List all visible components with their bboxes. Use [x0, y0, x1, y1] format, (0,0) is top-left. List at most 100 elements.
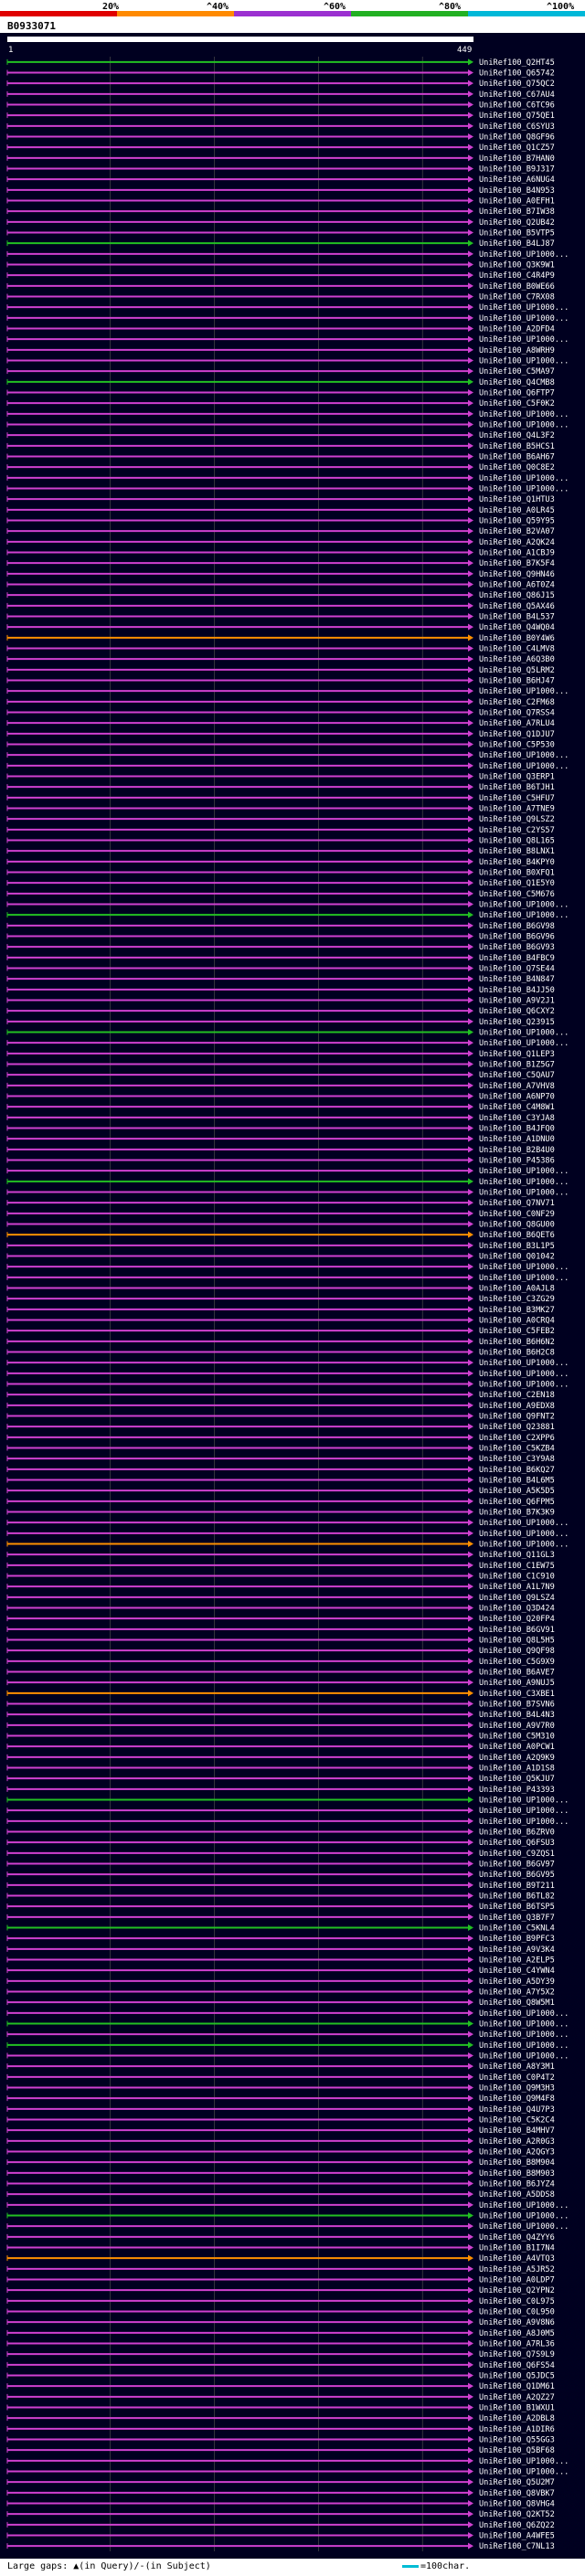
hit-label[interactable]: UniRef100_A1DNU0: [479, 1135, 555, 1144]
hit-label[interactable]: UniRef100_B6TJH1: [479, 783, 555, 792]
hit-label[interactable]: UniRef100_UP1000...: [479, 1818, 569, 1827]
hit-label[interactable]: UniRef100_Q0C8E2: [479, 463, 555, 472]
hit-label[interactable]: UniRef100_C7NL13: [479, 2542, 555, 2551]
hit-label[interactable]: UniRef100_B1I7N4: [479, 2244, 555, 2253]
hit-label[interactable]: UniRef100_B6H6N2: [479, 1338, 555, 1347]
hit-label[interactable]: UniRef100_B6HJ47: [479, 677, 555, 686]
hit-label[interactable]: UniRef100_A0EFH1: [479, 197, 555, 207]
hit-label[interactable]: UniRef100_B4N847: [479, 975, 555, 984]
hit-label[interactable]: UniRef100_B7HAN0: [479, 154, 555, 164]
hit-label[interactable]: UniRef100_UP1000...: [479, 1189, 569, 1198]
hit-label[interactable]: UniRef100_Q8VBK7: [479, 2489, 555, 2498]
hit-label[interactable]: UniRef100_Q59Y95: [479, 517, 555, 526]
hit-label[interactable]: UniRef100_UP1000...: [479, 1263, 569, 1272]
hit-label[interactable]: UniRef100_A6NP70: [479, 1093, 555, 1102]
hit-label[interactable]: UniRef100_C6TC96: [479, 101, 555, 111]
hit-label[interactable]: UniRef100_A9V8N6: [479, 2318, 555, 2327]
hit-label[interactable]: UniRef100_Q6CXY2: [479, 1007, 555, 1016]
hit-label[interactable]: UniRef100_A7RLU4: [479, 719, 555, 728]
hit-label[interactable]: UniRef100_B4JFQ0: [479, 1125, 555, 1134]
hit-label[interactable]: UniRef100_Q9LSZ2: [479, 815, 555, 824]
hit-label[interactable]: UniRef100_C3YJA8: [479, 1114, 555, 1123]
hit-label[interactable]: UniRef100_UP1000...: [479, 1370, 569, 1379]
hit-label[interactable]: UniRef100_A4WFE5: [479, 2532, 555, 2541]
hit-label[interactable]: UniRef100_Q5KJU7: [479, 1775, 555, 1784]
hit-label[interactable]: UniRef100_C3ZG29: [479, 1295, 555, 1304]
hit-label[interactable]: UniRef100_UP1000...: [479, 1039, 569, 1048]
hit-label[interactable]: UniRef100_Q7RSS4: [479, 709, 555, 718]
hit-label[interactable]: UniRef100_Q5AX46: [479, 602, 555, 611]
hit-label[interactable]: UniRef100_A5DY39: [479, 1977, 555, 1987]
hit-label[interactable]: UniRef100_A8WRH9: [479, 346, 555, 355]
hit-label[interactable]: UniRef100_B8M903: [479, 2169, 555, 2178]
hit-label[interactable]: UniRef100_Q2YPN2: [479, 2286, 555, 2295]
hit-label[interactable]: UniRef100_UP1000...: [479, 1530, 569, 1539]
hit-label[interactable]: UniRef100_B6TL82: [479, 1892, 555, 1902]
hit-label[interactable]: UniRef100_B6GV95: [479, 1871, 555, 1880]
hit-label[interactable]: UniRef100_Q9FNT2: [479, 1413, 555, 1422]
hit-label[interactable]: UniRef100_UP1000...: [479, 474, 569, 483]
hit-label[interactable]: UniRef100_B4JJ50: [479, 986, 555, 995]
hit-label[interactable]: UniRef100_B7IW38: [479, 207, 555, 217]
hit-label[interactable]: UniRef100_UP1000...: [479, 1178, 569, 1187]
hit-label[interactable]: UniRef100_Q1LEP3: [479, 1050, 555, 1059]
hit-label[interactable]: UniRef100_A2QGY3: [479, 2148, 555, 2157]
hit-label[interactable]: UniRef100_Q9QF98: [479, 1647, 555, 1656]
hit-label[interactable]: UniRef100_Q4CMB8: [479, 378, 555, 387]
hit-label[interactable]: UniRef100_Q6ZQ22: [479, 2521, 555, 2530]
hit-label[interactable]: UniRef100_B6QET6: [479, 1231, 555, 1240]
hit-label[interactable]: UniRef100_UP1000...: [479, 1359, 569, 1368]
hit-label[interactable]: UniRef100_UP1000...: [479, 1029, 569, 1038]
hit-label[interactable]: UniRef100_UP1000...: [479, 1274, 569, 1283]
hit-label[interactable]: UniRef100_UP1000...: [479, 1797, 569, 1806]
hit-label[interactable]: UniRef100_Q1CZ57: [479, 143, 555, 153]
hit-label[interactable]: UniRef100_C0L975: [479, 2297, 555, 2306]
hit-label[interactable]: UniRef100_B0Y4W6: [479, 634, 555, 643]
hit-label[interactable]: UniRef100_A2DBL8: [479, 2414, 555, 2423]
hit-label[interactable]: UniRef100_Q3D424: [479, 1605, 555, 1614]
hit-label[interactable]: UniRef100_Q6FSU3: [479, 1839, 555, 1848]
hit-label[interactable]: UniRef100_C6SYU3: [479, 122, 555, 132]
hit-label[interactable]: UniRef100_Q2HT45: [479, 58, 555, 68]
hit-label[interactable]: UniRef100_B8M904: [479, 2158, 555, 2168]
hit-label[interactable]: UniRef100_Q8L5H5: [479, 1637, 555, 1646]
hit-label[interactable]: UniRef100_B2B4U0: [479, 1146, 555, 1155]
hit-label[interactable]: UniRef100_C4YWN4: [479, 1966, 555, 1976]
hit-label[interactable]: UniRef100_B4L4N3: [479, 1711, 555, 1720]
hit-label[interactable]: UniRef100_B1WXU1: [479, 2404, 555, 2413]
hit-label[interactable]: UniRef100_A9NUJ5: [479, 1679, 555, 1688]
hit-label[interactable]: UniRef100_Q4ZYY6: [479, 2233, 555, 2242]
hit-label[interactable]: UniRef100_Q55GG3: [479, 2436, 555, 2445]
hit-label[interactable]: UniRef100_Q8GF96: [479, 133, 555, 143]
hit-label[interactable]: UniRef100_B6AVE7: [479, 1669, 555, 1678]
hit-label[interactable]: UniRef100_Q8VHG4: [479, 2500, 555, 2509]
hit-label[interactable]: UniRef100_A1D1S8: [479, 1765, 555, 1774]
hit-label[interactable]: UniRef100_B5HCS1: [479, 442, 555, 451]
hit-label[interactable]: UniRef100_Q7S9L9: [479, 2350, 555, 2359]
hit-label[interactable]: UniRef100_B6H2C8: [479, 1349, 555, 1358]
hit-label[interactable]: UniRef100_B9T211: [479, 1882, 555, 1891]
hit-label[interactable]: UniRef100_Q6FTP7: [479, 389, 555, 398]
hit-label[interactable]: UniRef100_Q01042: [479, 1253, 555, 1262]
hit-label[interactable]: UniRef100_Q6FPM5: [479, 1498, 555, 1507]
hit-label[interactable]: UniRef100_Q6FS54: [479, 2361, 555, 2370]
hit-label[interactable]: UniRef100_UP1000...: [479, 911, 569, 920]
hit-label[interactable]: UniRef100_C5F0K2: [479, 399, 555, 408]
hit-label[interactable]: UniRef100_Q4U7P3: [479, 2105, 555, 2115]
hit-label[interactable]: UniRef100_A6NUG4: [479, 175, 555, 185]
hit-label[interactable]: UniRef100_B6AH67: [479, 453, 555, 462]
hit-label[interactable]: UniRef100_B7SVN6: [479, 1701, 555, 1710]
hit-label[interactable]: UniRef100_UP1000...: [479, 1519, 569, 1528]
hit-label[interactable]: UniRef100_B6JYZ4: [479, 2180, 555, 2189]
hit-label[interactable]: UniRef100_C0P4T2: [479, 2073, 555, 2083]
hit-label[interactable]: UniRef100_Q5JDC5: [479, 2372, 555, 2381]
hit-label[interactable]: UniRef100_B7K3K9: [479, 1509, 555, 1518]
hit-label[interactable]: UniRef100_C3XBE1: [479, 1690, 555, 1699]
hit-label[interactable]: UniRef100_Q3K9W1: [479, 261, 555, 270]
hit-label[interactable]: UniRef100_Q9M4F8: [479, 2094, 555, 2104]
hit-label[interactable]: UniRef100_UP1000...: [479, 2009, 569, 2019]
hit-label[interactable]: UniRef100_C5KNL4: [479, 1924, 555, 1934]
hit-label[interactable]: UniRef100_A9V3K4: [479, 1945, 555, 1955]
hit-label[interactable]: UniRef100_A5JR52: [479, 2265, 555, 2274]
hit-label[interactable]: UniRef100_A2DFD4: [479, 325, 555, 334]
